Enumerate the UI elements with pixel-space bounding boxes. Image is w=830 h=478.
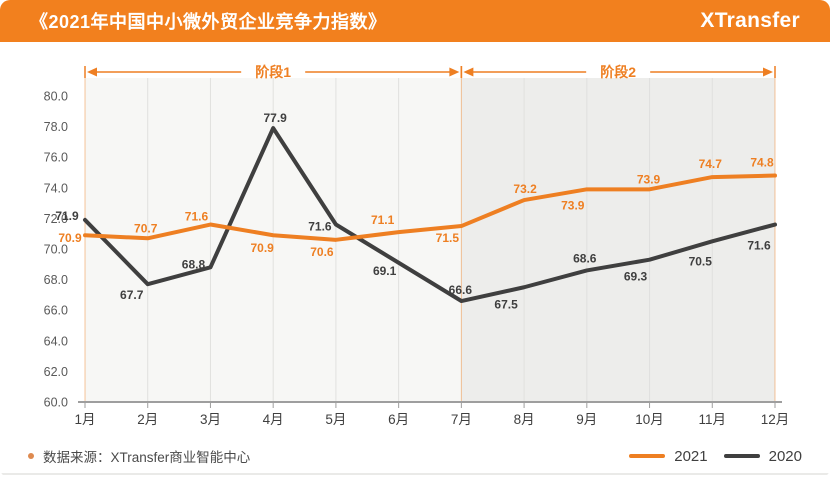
bullet-dot-icon — [28, 453, 34, 459]
bottom-divider — [0, 473, 830, 475]
x-tick-label: 7月 — [451, 412, 472, 427]
x-tick-label: 4月 — [263, 412, 284, 427]
y-tick-label: 64.0 — [44, 334, 68, 348]
phase-label-2: 阶段2 — [600, 64, 636, 80]
legend-item-2020: 2020 — [723, 447, 802, 465]
y-tick-label: 80.0 — [44, 90, 68, 104]
y-tick-label: 68.0 — [44, 273, 68, 287]
xtransfer-logo: XTransfer — [700, 9, 800, 32]
y-tick-label: 72.0 — [44, 212, 68, 226]
data-label-2021: 70.7 — [134, 221, 158, 235]
chart-legend: 2021 2020 — [629, 448, 802, 465]
series-line-2020 — [83, 126, 777, 304]
footer-bar: 数据来源：XTransfer商业智能中心 2021 2020 — [0, 438, 830, 474]
y-tick-label: 74.0 — [44, 181, 68, 195]
y-tick-label: 78.0 — [44, 120, 68, 134]
data-label-2020: 68.8 — [182, 257, 206, 271]
data-label-2020: 77.9 — [264, 111, 288, 125]
data-label-2020: 71.6 — [747, 239, 771, 253]
arrowhead-right-icon — [763, 67, 773, 77]
header-bar: 《2021年中国中小微外贸企业竞争力指数》 XTransfer — [0, 0, 830, 42]
x-tick-label: 9月 — [576, 412, 597, 427]
data-source: 数据来源：XTransfer商业智能中心 — [28, 446, 250, 466]
legend-label-2020: 2020 — [768, 447, 802, 465]
y-tick-label: 66.0 — [44, 304, 68, 318]
x-tick-label: 2月 — [137, 412, 158, 427]
data-label-2020: 69.3 — [624, 270, 648, 284]
competitiveness-index-line-chart: 60.0 62.0 64.0 66.0 68.0 70.0 72.0 74.0 76.0 78.0… — [44, 64, 790, 427]
x-tick-label: 11月 — [699, 412, 727, 427]
x-tick-label: 6月 — [388, 412, 409, 427]
y-tick-label: 60.0 — [44, 396, 68, 410]
data-label-2020: 66.6 — [449, 283, 473, 297]
x-tick-label: 3月 — [200, 412, 221, 427]
phase-label-1: 阶段1 — [255, 64, 291, 80]
legend-label-2021: 2021 — [674, 447, 708, 465]
x-tick-label: 1月 — [74, 412, 95, 427]
legend-item-2021: 2021 — [629, 447, 708, 465]
x-tick-label: 10月 — [635, 412, 664, 427]
x-tick-label: 12月 — [761, 412, 790, 427]
arrowhead-left-icon — [87, 67, 97, 77]
x-tick-label: 8月 — [514, 412, 535, 427]
x-tick-label: 5月 — [325, 412, 346, 427]
phase-region-2 — [461, 78, 775, 402]
data-label-2021: 70.6 — [310, 245, 334, 259]
data-label-2021: 73.9 — [637, 172, 661, 186]
data-label-2021: 74.8 — [750, 156, 774, 170]
data-label-2021: 71.5 — [436, 231, 460, 245]
data-label-2020: 71.6 — [308, 220, 332, 234]
data-label-2020: 69.1 — [373, 264, 397, 278]
data-label-2020: 71.9 — [55, 209, 79, 223]
data-label-2021: 70.9 — [58, 231, 82, 245]
y-tick-label: 76.0 — [44, 151, 68, 165]
y-tick-label: 62.0 — [44, 365, 68, 379]
data-label-2021: 71.1 — [371, 213, 395, 227]
legend-line-2021-icon — [629, 454, 666, 458]
data-source-text: 数据来源：XTransfer商业智能中心 — [43, 450, 251, 465]
data-label-2020: 67.7 — [120, 288, 144, 302]
arrowhead-left-icon — [463, 67, 474, 77]
data-label-2021: 73.9 — [561, 198, 585, 212]
page-title: 《2021年中国中小微外贸企业竞争力指数》 — [30, 12, 387, 32]
arrowhead-right-icon — [449, 67, 460, 77]
data-label-2021: 74.7 — [699, 157, 723, 171]
data-label-2020: 67.5 — [494, 297, 518, 311]
y-tick-label: 70.0 — [44, 243, 68, 257]
data-label-2020: 70.5 — [689, 254, 713, 268]
data-label-2021: 73.2 — [513, 182, 537, 196]
legend-line-2020-icon — [723, 454, 760, 458]
data-label-2021: 71.6 — [185, 210, 209, 224]
data-label-2021: 70.9 — [251, 241, 275, 255]
series-line-2021 — [83, 173, 777, 242]
data-label-2020: 68.6 — [573, 251, 597, 265]
